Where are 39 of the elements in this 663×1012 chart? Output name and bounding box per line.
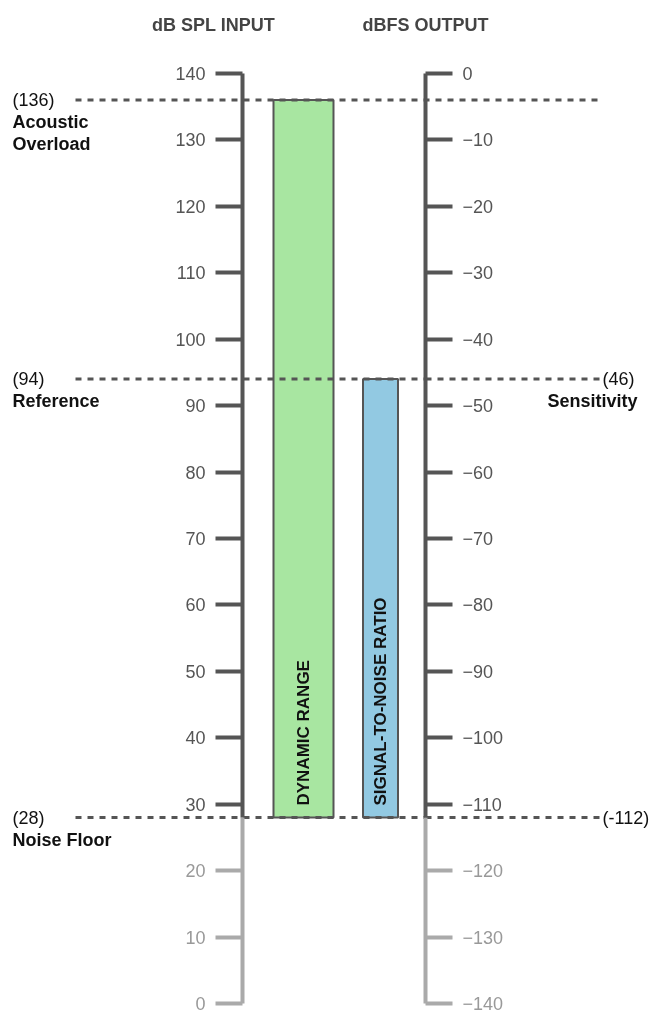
ref-line-label: (136) Acoustic Overload <box>12 90 91 155</box>
y2-tick-label: −50 <box>462 396 494 417</box>
y-tick-label: 0 <box>195 994 206 1012</box>
ref-line-label: (-112) <box>602 807 650 828</box>
y2-tick-label: −10 <box>462 130 494 151</box>
y-tick-label: 80 <box>185 462 206 483</box>
y2-tick-label: −100 <box>462 728 504 749</box>
ref-line-label: (28) Noise Floor <box>12 807 112 850</box>
y2-tick-label: −40 <box>462 329 494 350</box>
y-tick-label: 40 <box>185 728 206 749</box>
y-tick-label: 20 <box>185 861 206 882</box>
y2-tick-label: −140 <box>462 994 504 1012</box>
y2-tick-label: −110 <box>462 794 502 815</box>
y-tick-label: 70 <box>185 529 206 549</box>
y-tick-label: 10 <box>185 927 206 948</box>
y2-tick-label: −90 <box>462 661 494 682</box>
x-tick-label: DYNAMIC RANGE <box>294 660 313 806</box>
y-tick-label: 50 <box>185 661 206 682</box>
y-tick-label: 140 <box>175 64 206 84</box>
y-tick-label: 90 <box>185 396 206 417</box>
y2-tick-label: −70 <box>462 529 494 549</box>
ref-line-label: (94) Reference <box>12 369 100 412</box>
y2-tick-label: −30 <box>462 263 494 284</box>
x-tick-label: SIGNAL-TO-NOISE RATIO <box>371 597 390 806</box>
y-axis-title: dB SPL INPUT <box>152 14 275 35</box>
y-tick-label: 130 <box>175 130 206 151</box>
y2-tick-label: −120 <box>462 861 504 882</box>
y-tick-label: 100 <box>175 329 206 350</box>
y-tick-label: 60 <box>185 595 206 616</box>
y2-axis-title: dBFS OUTPUT <box>362 14 489 35</box>
y-tick-label: 30 <box>185 794 206 815</box>
ref-line-label: (46) Sensitivity <box>547 369 638 412</box>
y2-tick-label: 0 <box>462 64 473 84</box>
y2-tick-label: −80 <box>462 595 494 616</box>
y2-tick-label: −20 <box>462 196 494 217</box>
y-tick-label: 110 <box>176 263 206 284</box>
y2-tick-label: −130 <box>462 927 504 948</box>
y2-tick-label: −60 <box>462 462 494 483</box>
y-tick-label: 120 <box>175 196 206 217</box>
